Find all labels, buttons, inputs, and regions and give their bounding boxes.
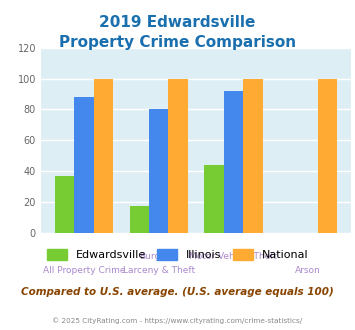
Text: All Property Crime: All Property Crime (43, 266, 125, 275)
Bar (130, 207, 149, 233)
Text: Motor Vehicle Theft: Motor Vehicle Theft (190, 252, 278, 261)
Bar (243, 79, 263, 233)
Text: Arson: Arson (295, 266, 321, 275)
Text: Burglary: Burglary (140, 252, 178, 261)
Bar (94, 79, 113, 233)
Text: 2019 Edwardsville: 2019 Edwardsville (99, 15, 256, 30)
Text: © 2025 CityRating.com - https://www.cityrating.com/crime-statistics/: © 2025 CityRating.com - https://www.city… (53, 317, 302, 324)
Bar (204, 165, 224, 233)
Legend: Edwardsville, Illinois, National: Edwardsville, Illinois, National (44, 246, 311, 263)
Bar (55, 176, 74, 233)
Bar (74, 97, 94, 233)
Bar (149, 110, 169, 233)
Text: Larceny & Theft: Larceny & Theft (123, 266, 195, 275)
Text: Compared to U.S. average. (U.S. average equals 100): Compared to U.S. average. (U.S. average … (21, 287, 334, 297)
Bar (224, 91, 243, 233)
Text: Property Crime Comparison: Property Crime Comparison (59, 35, 296, 50)
Bar (318, 79, 337, 233)
Bar (169, 79, 188, 233)
